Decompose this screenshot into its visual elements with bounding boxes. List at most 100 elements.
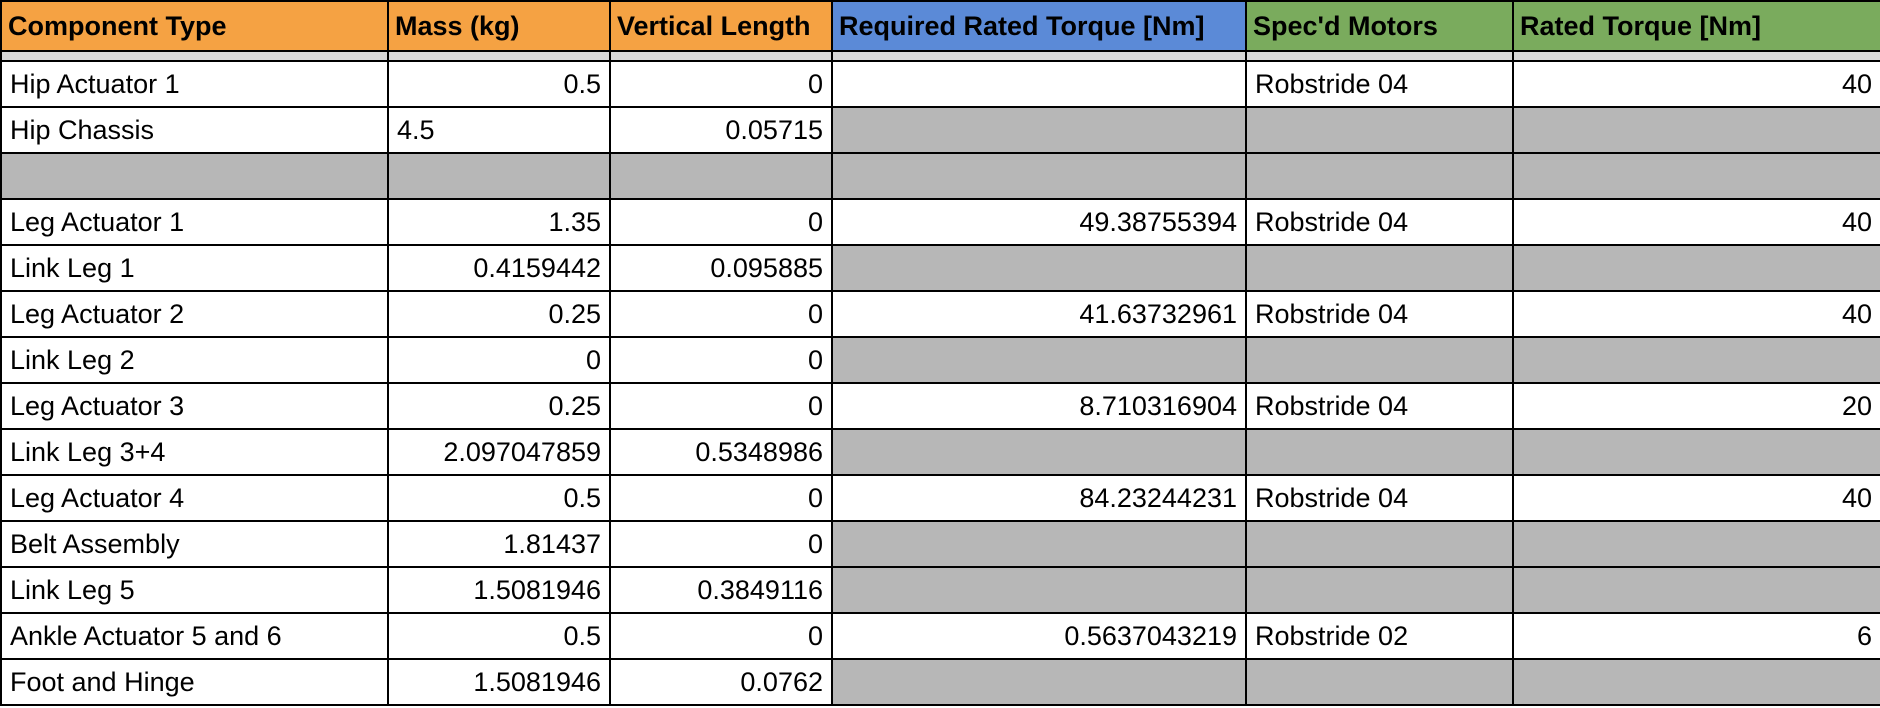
header-rated-torque[interactable]: Rated Torque [Nm] xyxy=(1512,0,1880,52)
header-specd-motors[interactable]: Spec'd Motors xyxy=(1245,0,1514,52)
cell-required-torque[interactable] xyxy=(831,566,1247,614)
cell-motor[interactable] xyxy=(1245,152,1514,200)
cell-mass[interactable] xyxy=(387,152,611,200)
table-row: Link Leg 3+4 2.097047859 0.5348986 xyxy=(0,428,1880,476)
cell-vertical-length[interactable]: 0.3849116 xyxy=(609,566,833,614)
header-component-type[interactable]: Component Type xyxy=(0,0,389,52)
cell-mass[interactable]: 2.097047859 xyxy=(387,428,611,476)
cell-required-torque[interactable] xyxy=(831,658,1247,706)
cell-rated-torque[interactable]: 20 xyxy=(1512,382,1880,430)
cell-rated-torque[interactable]: 40 xyxy=(1512,60,1880,108)
cell-rated-torque[interactable]: 6 xyxy=(1512,612,1880,660)
cell-vertical-length[interactable]: 0 xyxy=(609,382,833,430)
cell-rated-torque[interactable]: 40 xyxy=(1512,198,1880,246)
table-row: Leg Actuator 3 0.25 0 8.710316904 Robstr… xyxy=(0,382,1880,430)
cell-vertical-length[interactable]: 0 xyxy=(609,198,833,246)
cell-vertical-length[interactable]: 0 xyxy=(609,60,833,108)
cell-mass[interactable]: 0.25 xyxy=(387,382,611,430)
cell-component[interactable]: Hip Actuator 1 xyxy=(0,60,389,108)
table-row: Leg Actuator 4 0.5 0 84.23244231 Robstri… xyxy=(0,474,1880,522)
table-row: Leg Actuator 1 1.35 0 49.38755394 Robstr… xyxy=(0,198,1880,246)
cell-motor[interactable] xyxy=(1245,520,1514,568)
cell-motor[interactable] xyxy=(1245,336,1514,384)
cell-rated-torque[interactable] xyxy=(1512,428,1880,476)
cell-motor[interactable]: Robstride 04 xyxy=(1245,60,1514,108)
cell-motor[interactable] xyxy=(1245,658,1514,706)
cell-component[interactable]: Ankle Actuator 5 and 6 xyxy=(0,612,389,660)
cell-rated-torque[interactable]: 40 xyxy=(1512,290,1880,338)
cell-motor[interactable]: Robstride 02 xyxy=(1245,612,1514,660)
cell-component[interactable] xyxy=(0,152,389,200)
table-row: Ankle Actuator 5 and 6 0.5 0 0.563704321… xyxy=(0,612,1880,660)
cell-required-torque[interactable]: 84.23244231 xyxy=(831,474,1247,522)
cell-rated-torque[interactable] xyxy=(1512,520,1880,568)
cell-mass[interactable]: 1.5081946 xyxy=(387,658,611,706)
cell-vertical-length[interactable]: 0 xyxy=(609,290,833,338)
cell-component[interactable]: Link Leg 5 xyxy=(0,566,389,614)
cell-motor[interactable] xyxy=(1245,566,1514,614)
table-row: Link Leg 5 1.5081946 0.3849116 xyxy=(0,566,1880,614)
cell-mass[interactable]: 1.35 xyxy=(387,198,611,246)
cell-mass[interactable]: 1.81437 xyxy=(387,520,611,568)
cell-required-torque[interactable] xyxy=(831,106,1247,154)
cell-rated-torque[interactable] xyxy=(1512,336,1880,384)
cell-mass[interactable]: 0 xyxy=(387,336,611,384)
cell-required-torque[interactable] xyxy=(831,520,1247,568)
table-row: Hip Chassis 4.5 0.05715 xyxy=(0,106,1880,154)
cell-vertical-length[interactable]: 0.0762 xyxy=(609,658,833,706)
cell-vertical-length[interactable]: 0 xyxy=(609,612,833,660)
cell-required-torque[interactable]: 0.5637043219 xyxy=(831,612,1247,660)
cell-motor[interactable]: Robstride 04 xyxy=(1245,382,1514,430)
cell-vertical-length[interactable]: 0 xyxy=(609,520,833,568)
cell-component[interactable]: Leg Actuator 4 xyxy=(0,474,389,522)
cell-mass[interactable]: 4.5 xyxy=(387,106,611,154)
cell-component[interactable]: Belt Assembly xyxy=(0,520,389,568)
cell-required-torque[interactable] xyxy=(831,428,1247,476)
cell-component[interactable]: Link Leg 2 xyxy=(0,336,389,384)
cell-rated-torque[interactable] xyxy=(1512,152,1880,200)
cell-required-torque[interactable]: 49.38755394 xyxy=(831,198,1247,246)
cell-motor[interactable]: Robstride 04 xyxy=(1245,474,1514,522)
cell-required-torque[interactable]: 41.63732961 xyxy=(831,290,1247,338)
cell-mass[interactable]: 0.4159442 xyxy=(387,244,611,292)
table-row: Belt Assembly 1.81437 0 xyxy=(0,520,1880,568)
cell-component[interactable]: Link Leg 1 xyxy=(0,244,389,292)
cell-motor[interactable] xyxy=(1245,428,1514,476)
cell-mass[interactable]: 1.5081946 xyxy=(387,566,611,614)
cell-rated-torque[interactable] xyxy=(1512,566,1880,614)
cell-component[interactable]: Leg Actuator 1 xyxy=(0,198,389,246)
cell-vertical-length[interactable]: 0 xyxy=(609,474,833,522)
cell-vertical-length[interactable]: 0.095885 xyxy=(609,244,833,292)
cell-component[interactable]: Hip Chassis xyxy=(0,106,389,154)
cell-component[interactable]: Foot and Hinge xyxy=(0,658,389,706)
cell-vertical-length[interactable]: 0.05715 xyxy=(609,106,833,154)
cell-rated-torque[interactable] xyxy=(1512,658,1880,706)
header-required-rated-torque[interactable]: Required Rated Torque [Nm] xyxy=(831,0,1247,52)
cell-rated-torque[interactable] xyxy=(1512,106,1880,154)
cell-component[interactable]: Leg Actuator 2 xyxy=(0,290,389,338)
header-vertical-length[interactable]: Vertical Length xyxy=(609,0,833,52)
cell-vertical-length[interactable]: 0 xyxy=(609,336,833,384)
cell-mass[interactable]: 0.5 xyxy=(387,474,611,522)
cell-motor[interactable]: Robstride 04 xyxy=(1245,198,1514,246)
cell-required-torque[interactable] xyxy=(831,244,1247,292)
cell-mass[interactable]: 0.5 xyxy=(387,60,611,108)
header-mass[interactable]: Mass (kg) xyxy=(387,0,611,52)
table-row: Foot and Hinge 1.5081946 0.0762 xyxy=(0,658,1880,706)
cell-vertical-length[interactable]: 0.5348986 xyxy=(609,428,833,476)
cell-motor[interactable]: Robstride 04 xyxy=(1245,290,1514,338)
cell-mass[interactable]: 0.5 xyxy=(387,612,611,660)
cell-rated-torque[interactable]: 40 xyxy=(1512,474,1880,522)
cell-required-torque[interactable] xyxy=(831,60,1247,108)
cell-motor[interactable] xyxy=(1245,244,1514,292)
cell-motor[interactable] xyxy=(1245,106,1514,154)
cell-mass[interactable]: 0.25 xyxy=(387,290,611,338)
cell-vertical-length[interactable] xyxy=(609,152,833,200)
cell-required-torque[interactable] xyxy=(831,336,1247,384)
cell-required-torque[interactable]: 8.710316904 xyxy=(831,382,1247,430)
cell-required-torque[interactable] xyxy=(831,152,1247,200)
cell-rated-torque[interactable] xyxy=(1512,244,1880,292)
cell-component[interactable]: Link Leg 3+4 xyxy=(0,428,389,476)
cell-component[interactable]: Leg Actuator 3 xyxy=(0,382,389,430)
